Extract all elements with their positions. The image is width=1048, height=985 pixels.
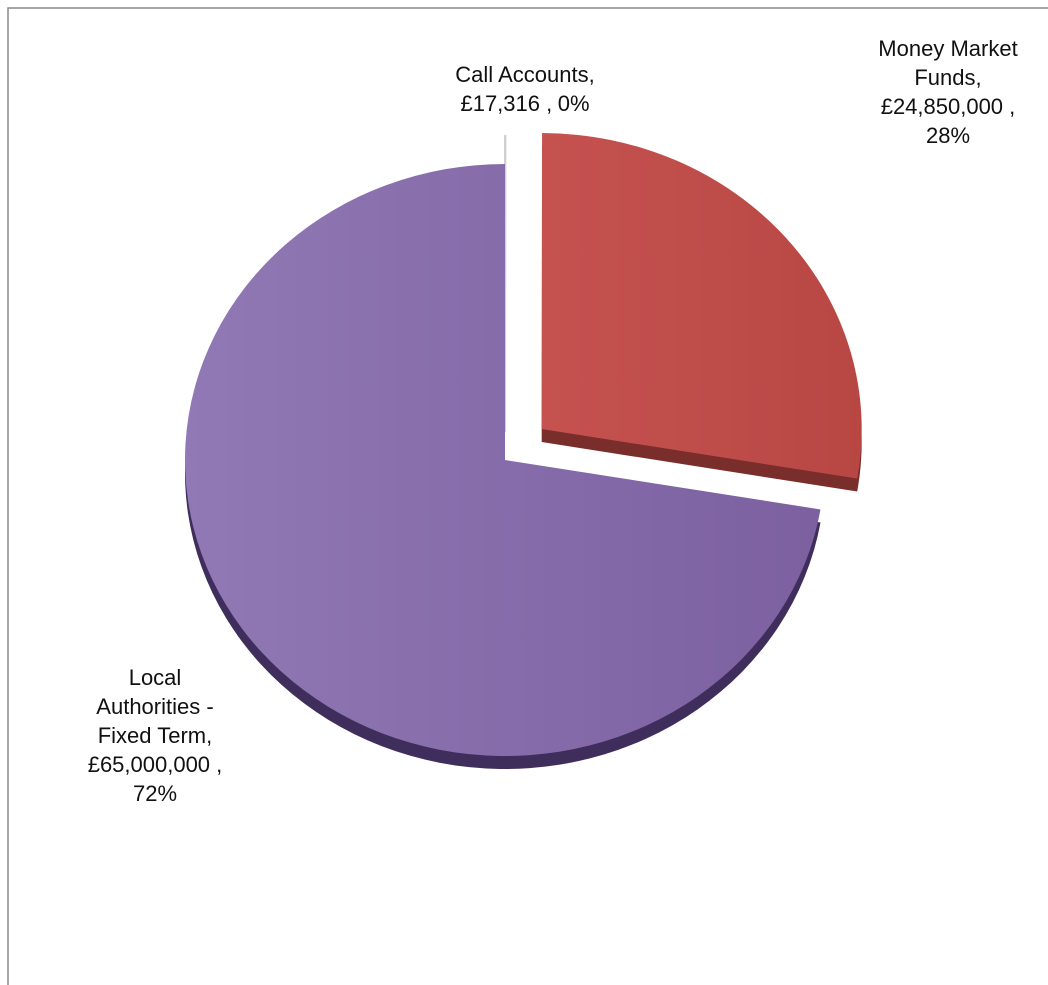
value-label: £17,316 , [460,91,553,116]
category-label: Call Accounts, [455,62,595,87]
category-label: Money Market Funds, [878,36,1018,90]
value-label: £24,850,000 , [880,94,1016,119]
data-label: Call Accounts, £17,316 , 0% [405,60,645,118]
value-label: £65,000,000 , [87,752,223,777]
pie-slice [185,163,821,770]
chart-frame [7,7,1048,985]
percent-label: 28% [925,123,971,148]
data-label: Money Market Funds, £24,850,000 , 28% [852,34,1044,150]
percent-label: 0% [557,91,590,116]
percent-label: 72% [132,781,178,806]
pie-slice [541,133,862,492]
category-label: Local Authorities - Fixed Term, [96,665,214,748]
slice-top [185,163,821,756]
data-label: Local Authorities - Fixed Term, £65,000,0… [60,663,250,808]
slice-top [541,133,862,479]
